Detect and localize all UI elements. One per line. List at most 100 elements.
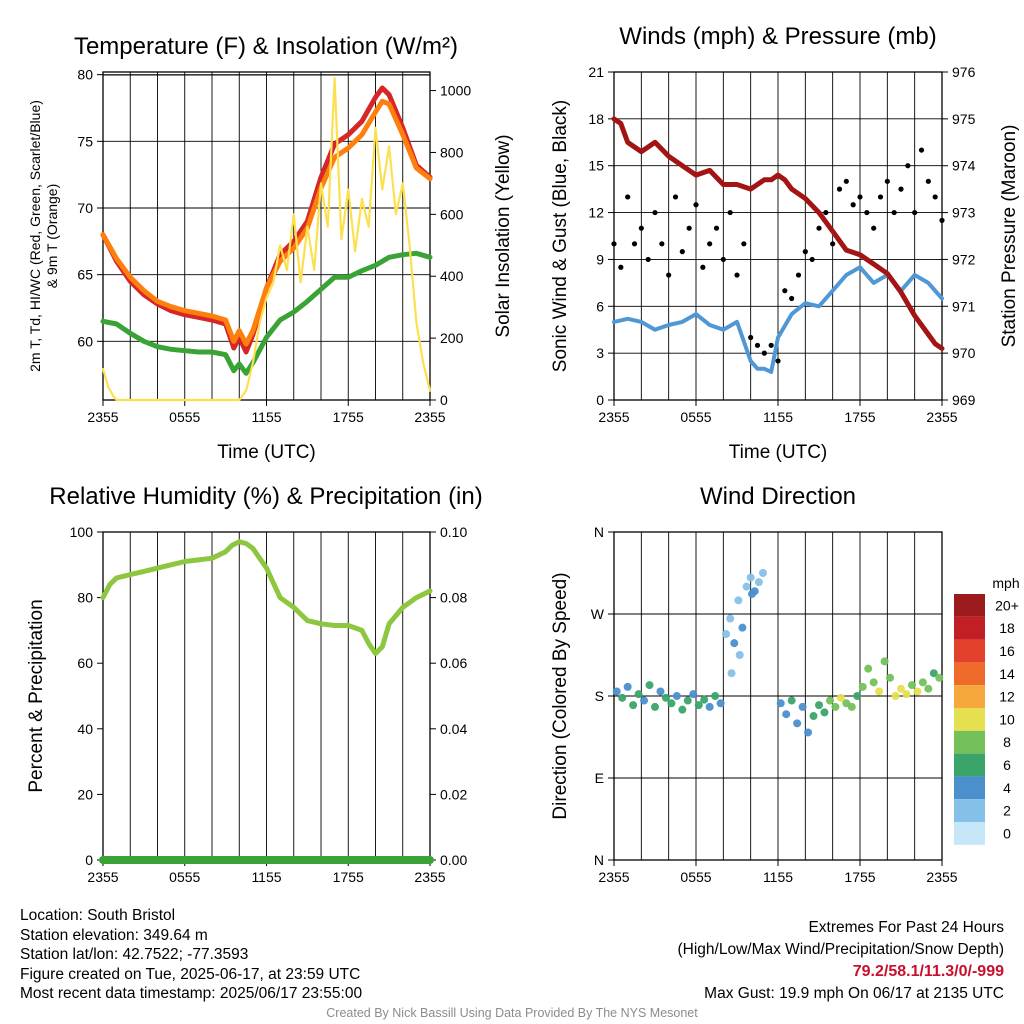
humidity-precipitation-panel: 2355 0555 1155 1755 2355 Relative Humidity (%… bbox=[26, 483, 483, 885]
x-tick-label: 2355 bbox=[598, 409, 629, 425]
direction-point bbox=[640, 696, 649, 705]
direction-point bbox=[612, 687, 621, 696]
y-right-axis-label: Solar Insolation (Yellow) bbox=[493, 134, 514, 337]
y-right-tick-label: 0.08 bbox=[440, 590, 467, 606]
y-right-tick-label: 800 bbox=[440, 144, 464, 160]
gust-point bbox=[741, 241, 747, 247]
gust-point bbox=[768, 342, 774, 348]
y-tick-label: 6 bbox=[596, 298, 604, 314]
direction-point bbox=[935, 673, 944, 682]
wind-direction-panel: 2355 0555 1155 1755 2355 Wind Direction N E S W N D… bbox=[550, 483, 958, 885]
gust-point bbox=[727, 209, 733, 216]
gust-point bbox=[816, 225, 822, 231]
colorbar-label: 8 bbox=[1003, 734, 1011, 750]
direction-point bbox=[907, 681, 916, 690]
y-right-tick-label: 400 bbox=[440, 268, 464, 284]
direction-point bbox=[726, 614, 735, 623]
panel-title: Relative Humidity (%) & Precipitation (i… bbox=[49, 483, 482, 510]
direction-point bbox=[738, 623, 747, 632]
y-tick-label: 65 bbox=[77, 267, 93, 283]
direction-point bbox=[880, 657, 889, 666]
gust-point bbox=[932, 194, 938, 200]
x-tick-label: 2355 bbox=[87, 869, 118, 885]
y-tick-label: 0 bbox=[85, 852, 93, 868]
direction-point bbox=[623, 682, 632, 691]
x-tick-label: 1755 bbox=[333, 869, 364, 885]
direction-point bbox=[831, 702, 840, 711]
y-axis-label-line1: 2m T, Td, HI/WC (Red, Green, Scarlet/Blu… bbox=[27, 100, 43, 372]
gust-point bbox=[864, 209, 870, 216]
gust-point bbox=[939, 217, 945, 223]
direction-point bbox=[815, 701, 823, 710]
x-tick-label: 1155 bbox=[251, 869, 281, 885]
direction-point bbox=[667, 699, 676, 708]
direction-point bbox=[820, 708, 829, 717]
gust-point bbox=[734, 272, 740, 278]
gust-point bbox=[912, 209, 918, 216]
y-axis-label: Percent & Precipitation bbox=[26, 599, 47, 792]
x-tick-label: 0555 bbox=[169, 869, 200, 885]
colorbar-swatch bbox=[954, 639, 985, 663]
y-tick-label: S bbox=[595, 688, 604, 704]
x-tick-label: 1755 bbox=[333, 409, 364, 425]
direction-point bbox=[700, 695, 709, 704]
colorbar-label: 0 bbox=[1003, 825, 1011, 841]
direction-point bbox=[776, 699, 785, 708]
y-tick-label: 60 bbox=[77, 655, 93, 671]
speed-colorbar: mph 20+ 18 16 14 12 10 8 6 4 2 0 bbox=[954, 575, 1020, 845]
direction-point bbox=[634, 690, 643, 699]
x-axis-label: Time (UTC) bbox=[729, 442, 828, 463]
extremes-values: 79.2/58.1/11.3/0/-999 bbox=[852, 963, 1004, 980]
gust-point bbox=[836, 186, 843, 192]
y-right-tick-label: 969 bbox=[952, 392, 976, 408]
gust-point bbox=[631, 241, 638, 247]
series-9m-t bbox=[100, 98, 433, 347]
y-right-tick-label: 600 bbox=[440, 206, 464, 222]
y-right-tick-label: 1000 bbox=[440, 83, 471, 99]
x-tick-label: 1755 bbox=[844, 409, 875, 425]
gust-point bbox=[830, 241, 836, 247]
direction-point bbox=[897, 684, 905, 693]
direction-point bbox=[886, 673, 895, 682]
x-axis-label: Time (UTC) bbox=[217, 442, 316, 463]
y-tick-label: E bbox=[595, 770, 604, 786]
x-tick-label: 2355 bbox=[414, 409, 445, 425]
direction-point bbox=[847, 702, 856, 711]
x-tick-label: 0555 bbox=[169, 409, 200, 425]
y-tick-label: 100 bbox=[70, 524, 94, 540]
colorbar-label: 4 bbox=[1003, 780, 1011, 796]
colorbar-label: 14 bbox=[999, 666, 1015, 682]
series-station-pressure bbox=[611, 116, 945, 351]
colorbar-label: 20+ bbox=[995, 597, 1019, 613]
series-relative-humidity bbox=[100, 539, 433, 656]
direction-point bbox=[730, 639, 739, 648]
y-right-tick-label: 975 bbox=[952, 111, 976, 127]
direction-point bbox=[825, 696, 834, 705]
gust-point bbox=[611, 241, 617, 247]
gust-point bbox=[720, 256, 726, 263]
y-right-tick-label: 0.02 bbox=[440, 786, 467, 802]
y-right-tick-label: 972 bbox=[952, 251, 976, 267]
direction-point bbox=[853, 692, 862, 700]
x-tick-label: 0555 bbox=[680, 409, 711, 425]
extremes-subtitle: (High/Low/Max Wind/Precipitation/Snow De… bbox=[677, 941, 1005, 958]
gust-point bbox=[618, 264, 624, 270]
colorbar-swatch bbox=[954, 822, 985, 845]
y-tick-label: 12 bbox=[588, 205, 604, 221]
y-tick-label: 70 bbox=[77, 200, 93, 216]
series-solar-insolation bbox=[101, 77, 432, 402]
x-tick-label: 1755 bbox=[844, 869, 875, 885]
gust-point bbox=[843, 178, 849, 184]
direction-point bbox=[683, 696, 692, 705]
y-axis-label: Sonic Wind & Gust (Blue, Black) bbox=[550, 100, 571, 372]
gust-point bbox=[850, 202, 856, 208]
colorbar-label: 12 bbox=[999, 689, 1015, 705]
gust-point bbox=[802, 249, 808, 255]
recent-timestamp: Most recent data timestamp: 2025/06/17 2… bbox=[20, 985, 363, 1002]
direction-point bbox=[689, 690, 698, 699]
y-axis-label: Direction (Colored By Speed) bbox=[550, 572, 571, 819]
gust-point bbox=[782, 288, 788, 294]
gust-point bbox=[666, 272, 672, 278]
gust-point bbox=[857, 194, 863, 200]
